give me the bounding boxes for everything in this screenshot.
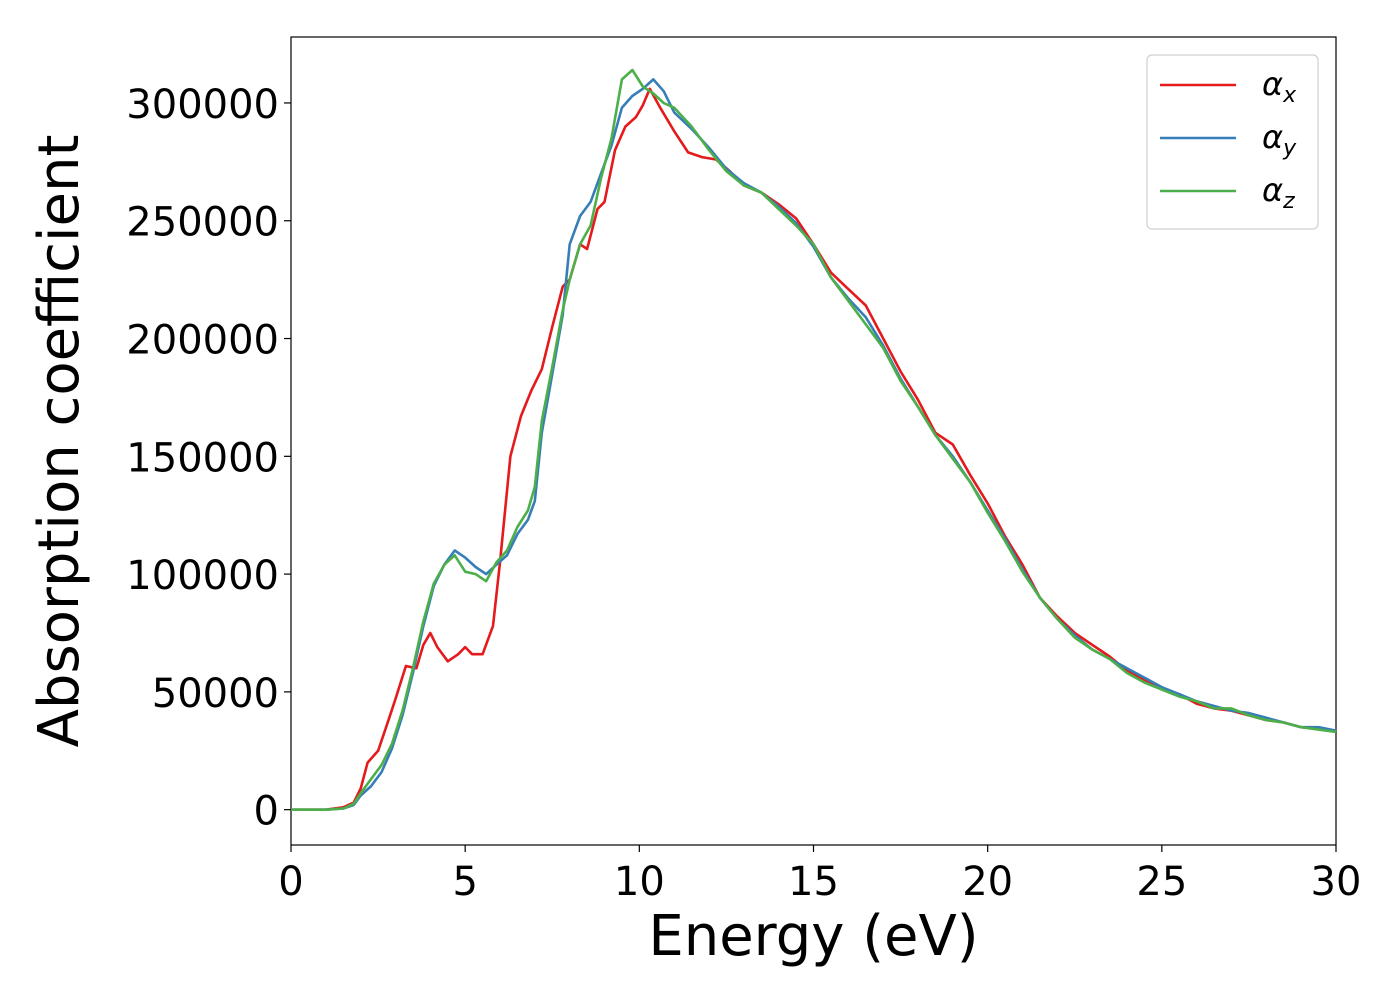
y-axis-title: Absorption coefficient (27, 135, 92, 748)
x-axis-title: Energy (eV) (648, 904, 978, 969)
x-tick-label: 20 (962, 859, 1013, 905)
series-line-z (291, 68, 1337, 811)
x-tick-label: 0 (278, 859, 303, 905)
y-axis: 0 50000 100000 150000 200000 250000 300000 (126, 82, 291, 835)
legend-label-base: α (1262, 118, 1283, 156)
series-layer (291, 68, 1337, 811)
x-tick-label: 30 (1311, 859, 1362, 905)
x-tick-label: 25 (1136, 859, 1187, 905)
y-tick-label: 250000 (126, 200, 279, 246)
y-tick-label: 150000 (126, 435, 279, 481)
legend-label-subscript: y (1282, 136, 1297, 161)
y-tick-label: 300000 (126, 82, 279, 128)
x-tick-label: 10 (614, 859, 665, 905)
series-line-x (291, 87, 1337, 811)
x-tick-label: 15 (788, 859, 839, 905)
legend-label-subscript: x (1282, 83, 1297, 108)
legend-label-subscript: z (1282, 189, 1295, 214)
y-tick-label: 50000 (152, 671, 279, 717)
legend-label-base: α (1262, 65, 1283, 103)
x-axis: 0 5 10 15 20 25 30 (278, 845, 1361, 905)
x-tick-label: 5 (452, 859, 477, 905)
y-tick-label: 0 (254, 789, 279, 835)
legend-label-x: αx (1262, 65, 1297, 108)
legend-label-y: αy (1262, 118, 1297, 161)
legend-label-z: αz (1262, 171, 1295, 214)
legend-box (1146, 54, 1319, 230)
legend-label-base: α (1262, 171, 1283, 209)
y-tick-label: 100000 (126, 553, 279, 599)
y-tick-label: 200000 (126, 318, 279, 364)
